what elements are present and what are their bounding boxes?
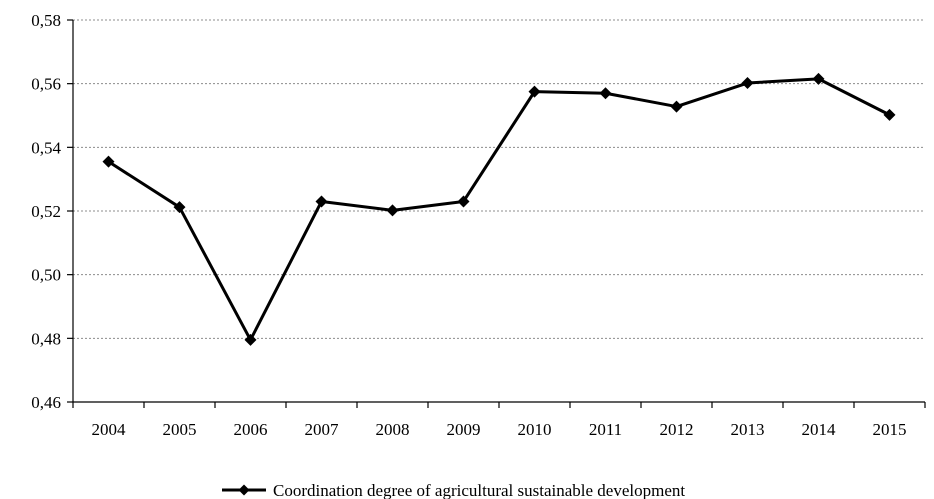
x-tick-label: 2004 [92, 420, 127, 439]
y-tick-label: 0,54 [31, 138, 61, 157]
data-point [244, 333, 257, 346]
data-point [528, 85, 541, 98]
data-point [315, 195, 328, 208]
y-tick-label: 0,50 [31, 266, 61, 285]
data-point [812, 72, 825, 85]
data-point [741, 77, 754, 90]
x-tick-label: 2012 [660, 420, 694, 439]
data-point [457, 195, 470, 208]
data-point [883, 108, 896, 121]
y-tick-label: 0,58 [31, 11, 61, 30]
y-tick-label: 0,46 [31, 393, 61, 412]
legend: Coordination degree of agricultural sust… [222, 481, 685, 499]
legend-marker [238, 484, 250, 496]
x-tick-label: 2011 [589, 420, 622, 439]
x-tick-label: 2015 [873, 420, 907, 439]
series-group [102, 72, 896, 346]
y-tick-label: 0,56 [31, 75, 61, 94]
data-point [386, 204, 399, 217]
data-point [102, 155, 115, 168]
x-tick-label: 2014 [802, 420, 837, 439]
y-tick-label: 0,52 [31, 202, 61, 221]
data-point [599, 87, 612, 100]
x-tick-label: 2013 [731, 420, 765, 439]
x-tick-label: 2006 [234, 420, 268, 439]
y-tick-label: 0,48 [31, 329, 61, 348]
grid-lines [73, 19, 925, 339]
data-point [670, 100, 683, 113]
x-tick-label: 2005 [163, 420, 197, 439]
x-tick-label: 2008 [376, 420, 410, 439]
x-tick-label: 2007 [305, 420, 340, 439]
y-axis-ticks: 0,46 0,48 0,50 0,52 0,54 0,56 0,58 [31, 11, 73, 412]
x-axis-ticks: 2004 2005 2006 2007 2008 2009 2010 2011 2012 2013… [72, 402, 926, 439]
legend-label: Coordination degree of agricultural sust… [273, 481, 685, 499]
x-tick-label: 2009 [447, 420, 481, 439]
series-line [107, 77, 891, 342]
data-point [173, 201, 186, 214]
x-tick-label: 2010 [518, 420, 552, 439]
